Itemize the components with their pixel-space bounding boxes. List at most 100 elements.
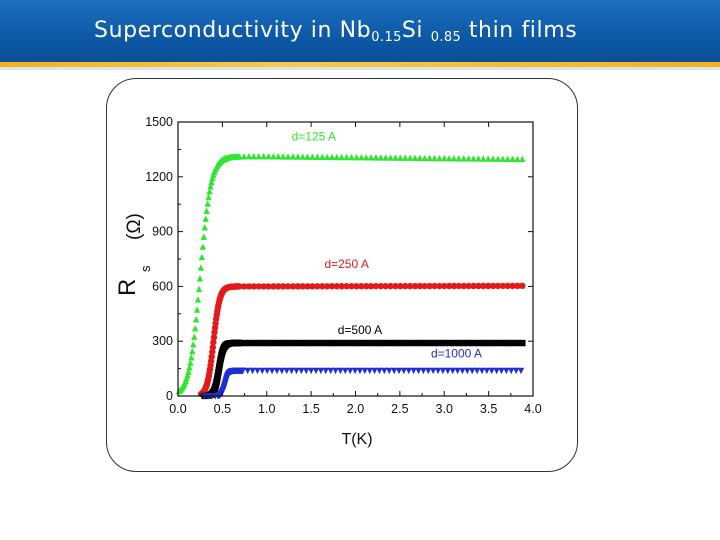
data-point-d125a — [190, 341, 197, 348]
data-point-d125a — [192, 316, 200, 323]
data-point-d125a — [406, 154, 414, 161]
data-point-d125a — [184, 372, 191, 379]
x-tick-label: 1.0 — [258, 402, 275, 416]
data-point-d250a — [245, 283, 253, 290]
data-point-d1000a — [469, 367, 476, 375]
data-point-d1000a — [293, 367, 300, 375]
slide-header — [0, 0, 720, 62]
data-point-d250a — [260, 283, 267, 290]
data-point-d1000a — [400, 367, 408, 375]
data-point-d250a — [348, 283, 355, 290]
data-point-d500a — [465, 339, 472, 347]
data-point-d125a — [441, 154, 448, 162]
data-point-d125a — [387, 154, 394, 161]
data-point-d1000a — [483, 367, 491, 375]
data-point-d125a — [191, 333, 198, 340]
data-point-d500a — [450, 339, 458, 347]
data-point-d500a — [348, 339, 355, 347]
data-point-d250a — [382, 282, 389, 290]
data-point-d125a — [260, 153, 267, 160]
data-point-d125a — [187, 359, 194, 366]
data-point-d250a — [250, 283, 258, 290]
data-point-d1000a — [464, 367, 471, 375]
data-point-d125a — [188, 354, 195, 361]
data-point-d250a — [392, 282, 399, 290]
data-point-d250a — [314, 283, 321, 290]
data-point-d250a — [450, 282, 458, 290]
data-point-d250a — [304, 283, 311, 290]
data-point-d500a — [260, 339, 267, 347]
data-point-d1000a — [454, 367, 461, 375]
data-point-d125a — [475, 155, 482, 162]
data-point-d125a — [284, 153, 292, 160]
data-point-d500a — [397, 339, 404, 347]
data-point-d125a — [367, 154, 375, 161]
data-point-d250a — [289, 283, 297, 290]
data-point-d125a — [362, 154, 370, 161]
data-point-d500a — [494, 339, 502, 347]
data-point-d1000a — [263, 367, 271, 375]
data-point-d500a — [387, 339, 394, 347]
data-point-d250a — [480, 282, 487, 290]
data-point-d1000a — [512, 367, 520, 375]
data-point-d125a — [514, 155, 521, 163]
data-point-d500a — [377, 339, 384, 347]
data-point-d250a — [519, 282, 526, 290]
data-point-d125a — [343, 153, 350, 161]
data-point-d250a — [299, 283, 306, 290]
y-tick-label: 1500 — [145, 115, 173, 129]
data-point-d500a — [406, 339, 414, 347]
slide-title: Superconductivity in Nb0.15Si 0.85 thin … — [94, 18, 577, 45]
data-point-d125a — [197, 264, 205, 271]
data-point-d1000a — [425, 367, 432, 375]
data-point-d500a — [411, 339, 419, 347]
data-point-d500a — [504, 339, 511, 347]
data-point-d250a — [377, 282, 384, 290]
data-point-d500a — [421, 339, 428, 347]
data-point-d250a — [309, 283, 316, 290]
data-point-d125a — [255, 153, 262, 160]
axis-ticks: 0.0 0.5 1.0 1.5 2.0 2.5 3.0 3.5 4.0 0 300 600 900 120… — [145, 115, 542, 416]
data-point-d500a — [314, 339, 321, 347]
data-point-d500a — [431, 339, 438, 347]
header-underline — [0, 67, 720, 70]
data-point-d250a — [338, 283, 345, 290]
data-point-d250a — [275, 283, 282, 290]
data-point-d125a — [209, 174, 216, 182]
data-point-d500a — [441, 339, 448, 347]
y-axis-label-subscript: s — [138, 265, 153, 272]
y-tick-label: 600 — [152, 279, 173, 293]
data-point-d250a — [270, 283, 277, 290]
data-point-d500a — [328, 339, 336, 347]
data-point-d500a — [509, 339, 516, 347]
data-point-d500a — [294, 339, 302, 347]
header-accent-stripe — [0, 62, 720, 67]
data-point-d125a — [397, 154, 404, 161]
data-point-d250a — [406, 282, 414, 290]
data-point-d125a — [372, 154, 380, 161]
data-point-d1000a — [244, 367, 251, 375]
data-point-d500a — [275, 339, 282, 347]
data-point-d250a — [362, 282, 370, 290]
data-point-d250a — [209, 348, 216, 356]
data-point-d250a — [367, 282, 375, 290]
data-point-d125a — [377, 154, 384, 161]
data-point-d125a — [323, 153, 331, 161]
data-point-d500a — [480, 339, 487, 347]
title-sub-nb: 0.15 — [371, 30, 402, 45]
x-tick-label: 3.5 — [480, 402, 497, 416]
data-point-d1000a — [366, 367, 373, 375]
data-point-d500a — [392, 339, 399, 347]
data-marks — [175, 153, 526, 400]
data-point-d500a — [309, 339, 316, 347]
data-point-d250a — [279, 283, 287, 290]
data-point-d125a — [509, 155, 516, 163]
series-label: d=1000 A — [431, 347, 482, 361]
series-label: d=500 A — [338, 323, 382, 337]
series-label: d=250 A — [324, 257, 368, 271]
data-point-d500a — [250, 339, 258, 347]
data-point-d1000a — [429, 367, 437, 375]
series-label: d=125 A — [292, 129, 336, 143]
data-point-d250a — [319, 283, 326, 290]
